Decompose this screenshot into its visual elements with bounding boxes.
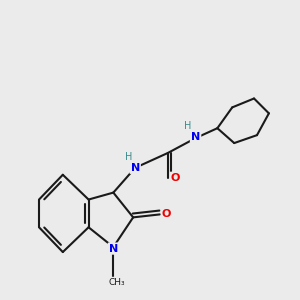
Text: O: O: [162, 209, 171, 219]
Text: H: H: [125, 152, 132, 161]
Text: H: H: [184, 121, 192, 130]
Text: N: N: [109, 244, 118, 254]
Text: O: O: [171, 173, 180, 183]
Text: CH₃: CH₃: [108, 278, 124, 287]
Text: N: N: [191, 132, 200, 142]
Text: N: N: [130, 163, 140, 173]
